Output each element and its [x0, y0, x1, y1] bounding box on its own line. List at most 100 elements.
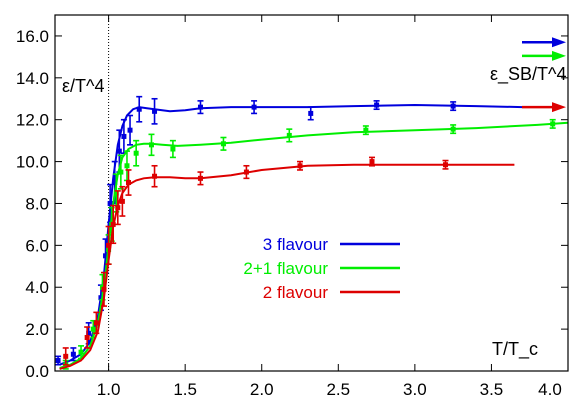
point-marker	[308, 110, 314, 116]
y-axis-label: ε/T^4	[62, 76, 104, 96]
data-point-3-flavour	[120, 118, 127, 155]
point-marker	[127, 127, 133, 133]
legend: 3 flavour 2+1 flavour 2 flavour	[243, 235, 400, 302]
data-point-2-flavour	[243, 164, 250, 180]
point-marker	[450, 126, 456, 132]
point-marker	[442, 162, 448, 168]
data-point-2-1-flavour	[133, 139, 140, 167]
point-marker	[197, 175, 203, 181]
point-marker	[55, 358, 61, 364]
data-point-2-flavour	[197, 171, 204, 186]
point-marker	[121, 133, 127, 139]
point-marker	[251, 104, 257, 110]
point-marker	[363, 127, 369, 133]
data-point-3-flavour	[197, 100, 204, 115]
legend-label-3-flavour: 3 flavour	[263, 235, 329, 254]
point-marker	[110, 221, 116, 227]
point-marker	[286, 132, 292, 138]
data-point-2-flavour	[62, 347, 69, 366]
data-point-2-1-flavour	[148, 133, 155, 157]
data-point-3-flavour	[55, 355, 62, 366]
data-point-2-flavour	[105, 225, 112, 266]
data-point-2-flavour	[101, 271, 108, 307]
y-tick-label: 8.0	[25, 194, 49, 213]
point-marker	[152, 173, 158, 179]
legend-label-2-1-flavour: 2+1 flavour	[243, 259, 328, 278]
point-marker	[550, 121, 556, 127]
sb-arrow-head-3-flavour	[552, 37, 566, 48]
x-tick-label: 1.0	[97, 380, 121, 399]
sb-arrow-head-2-flavour	[552, 102, 566, 113]
data-point-2-1-flavour	[286, 128, 293, 143]
x-tick-label: 3.0	[403, 380, 427, 399]
point-marker	[220, 141, 226, 147]
sb-limit-label: ε_SB/T^4	[490, 64, 567, 85]
y-tick-label: 6.0	[25, 236, 49, 255]
data-point-2-1-flavour	[549, 118, 556, 129]
sb-arrow-head-2-1-flavour	[552, 50, 566, 61]
data-point-2-flavour	[110, 204, 117, 245]
y-tick-label: 16.0	[16, 27, 49, 46]
data-point-2-flavour	[114, 190, 121, 226]
data-point-2-flavour	[442, 159, 449, 170]
point-marker	[152, 108, 158, 114]
data-point-3-flavour	[70, 347, 77, 362]
data-point-2-flavour	[151, 164, 158, 188]
data-point-2-1-flavour	[169, 139, 176, 159]
y-tick-label: 14.0	[16, 69, 49, 88]
data-point-2-flavour	[125, 169, 132, 196]
data-point-2-flavour	[93, 311, 100, 335]
series-line-2-flavour	[59, 163, 515, 370]
point-marker	[133, 150, 139, 156]
x-axis-label: T/T_c	[492, 339, 538, 360]
y-tick-label: 0.0	[25, 362, 49, 381]
data-point-3-flavour	[251, 100, 258, 115]
point-marker	[98, 295, 104, 301]
data-point-2-flavour	[297, 160, 304, 171]
data-point-3-flavour	[136, 95, 143, 123]
y-tick-label: 12.0	[16, 111, 49, 130]
point-marker	[243, 169, 249, 175]
y-tick-label: 4.0	[25, 278, 49, 297]
point-marker	[126, 180, 132, 186]
point-marker	[70, 351, 76, 357]
point-marker	[63, 353, 69, 359]
point-marker	[124, 163, 130, 169]
data-point-2-1-flavour	[450, 124, 457, 135]
point-marker	[90, 326, 96, 332]
data-point-3-flavour	[151, 97, 158, 125]
plot-area	[55, 15, 569, 371]
legend-label-2-flavour: 2 flavour	[263, 283, 329, 302]
x-tick-label: 4.0	[538, 380, 562, 399]
point-marker	[112, 180, 118, 186]
point-marker	[113, 190, 119, 196]
plot-frame	[54, 14, 569, 372]
data-point-2-flavour	[368, 156, 375, 167]
data-point-2-flavour	[84, 326, 91, 349]
data-point-3-flavour	[127, 114, 134, 146]
point-marker	[115, 205, 121, 211]
point-marker	[369, 159, 375, 165]
point-marker	[119, 198, 125, 204]
point-marker	[197, 104, 203, 110]
y-tick-label: 10.0	[16, 153, 49, 172]
point-marker	[106, 242, 112, 248]
point-marker	[374, 102, 380, 108]
point-marker	[107, 200, 113, 206]
data-point-3-flavour	[373, 100, 380, 111]
point-marker	[450, 103, 456, 109]
point-marker	[136, 106, 142, 112]
data-point-2-1-flavour	[362, 125, 369, 136]
point-marker	[93, 320, 99, 326]
x-tick-label: 2.5	[326, 380, 350, 399]
point-marker	[103, 253, 109, 259]
data-point-3-flavour	[450, 101, 457, 112]
point-marker	[86, 330, 92, 336]
point-marker	[118, 169, 124, 175]
point-marker	[297, 163, 303, 169]
data-point-2-flavour	[119, 185, 126, 217]
y-tick-label: 2.0	[25, 320, 49, 339]
x-tick-label: 2.0	[250, 380, 274, 399]
point-marker	[84, 334, 90, 340]
